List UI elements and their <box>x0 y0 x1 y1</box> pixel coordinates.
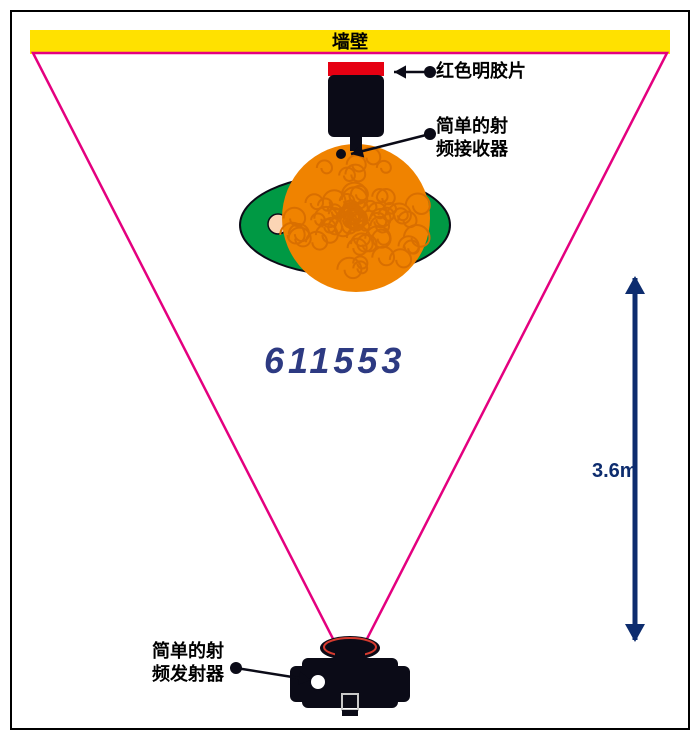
watermark-text: 611553 <box>264 340 405 382</box>
receiver-label: 简单的射 频接收器 <box>436 115 508 160</box>
receiver-label-line1: 简单的射 <box>436 116 508 136</box>
transmitter-label-line2: 频发射器 <box>152 664 224 684</box>
diagram-stage: 墙壁 红色明胶片 简单的射 频接收器 611553 3.6m 简单的射 频发射器 <box>0 0 700 740</box>
receiver-label-line2: 频接收器 <box>436 139 508 159</box>
transmitter-label: 简单的射 频发射器 <box>152 640 224 685</box>
gel-label: 红色明胶片 <box>436 60 526 83</box>
wall-label: 墙壁 <box>0 31 700 54</box>
transmitter-label-line1: 简单的射 <box>152 641 224 661</box>
distance-value: 3.6m <box>592 460 638 483</box>
